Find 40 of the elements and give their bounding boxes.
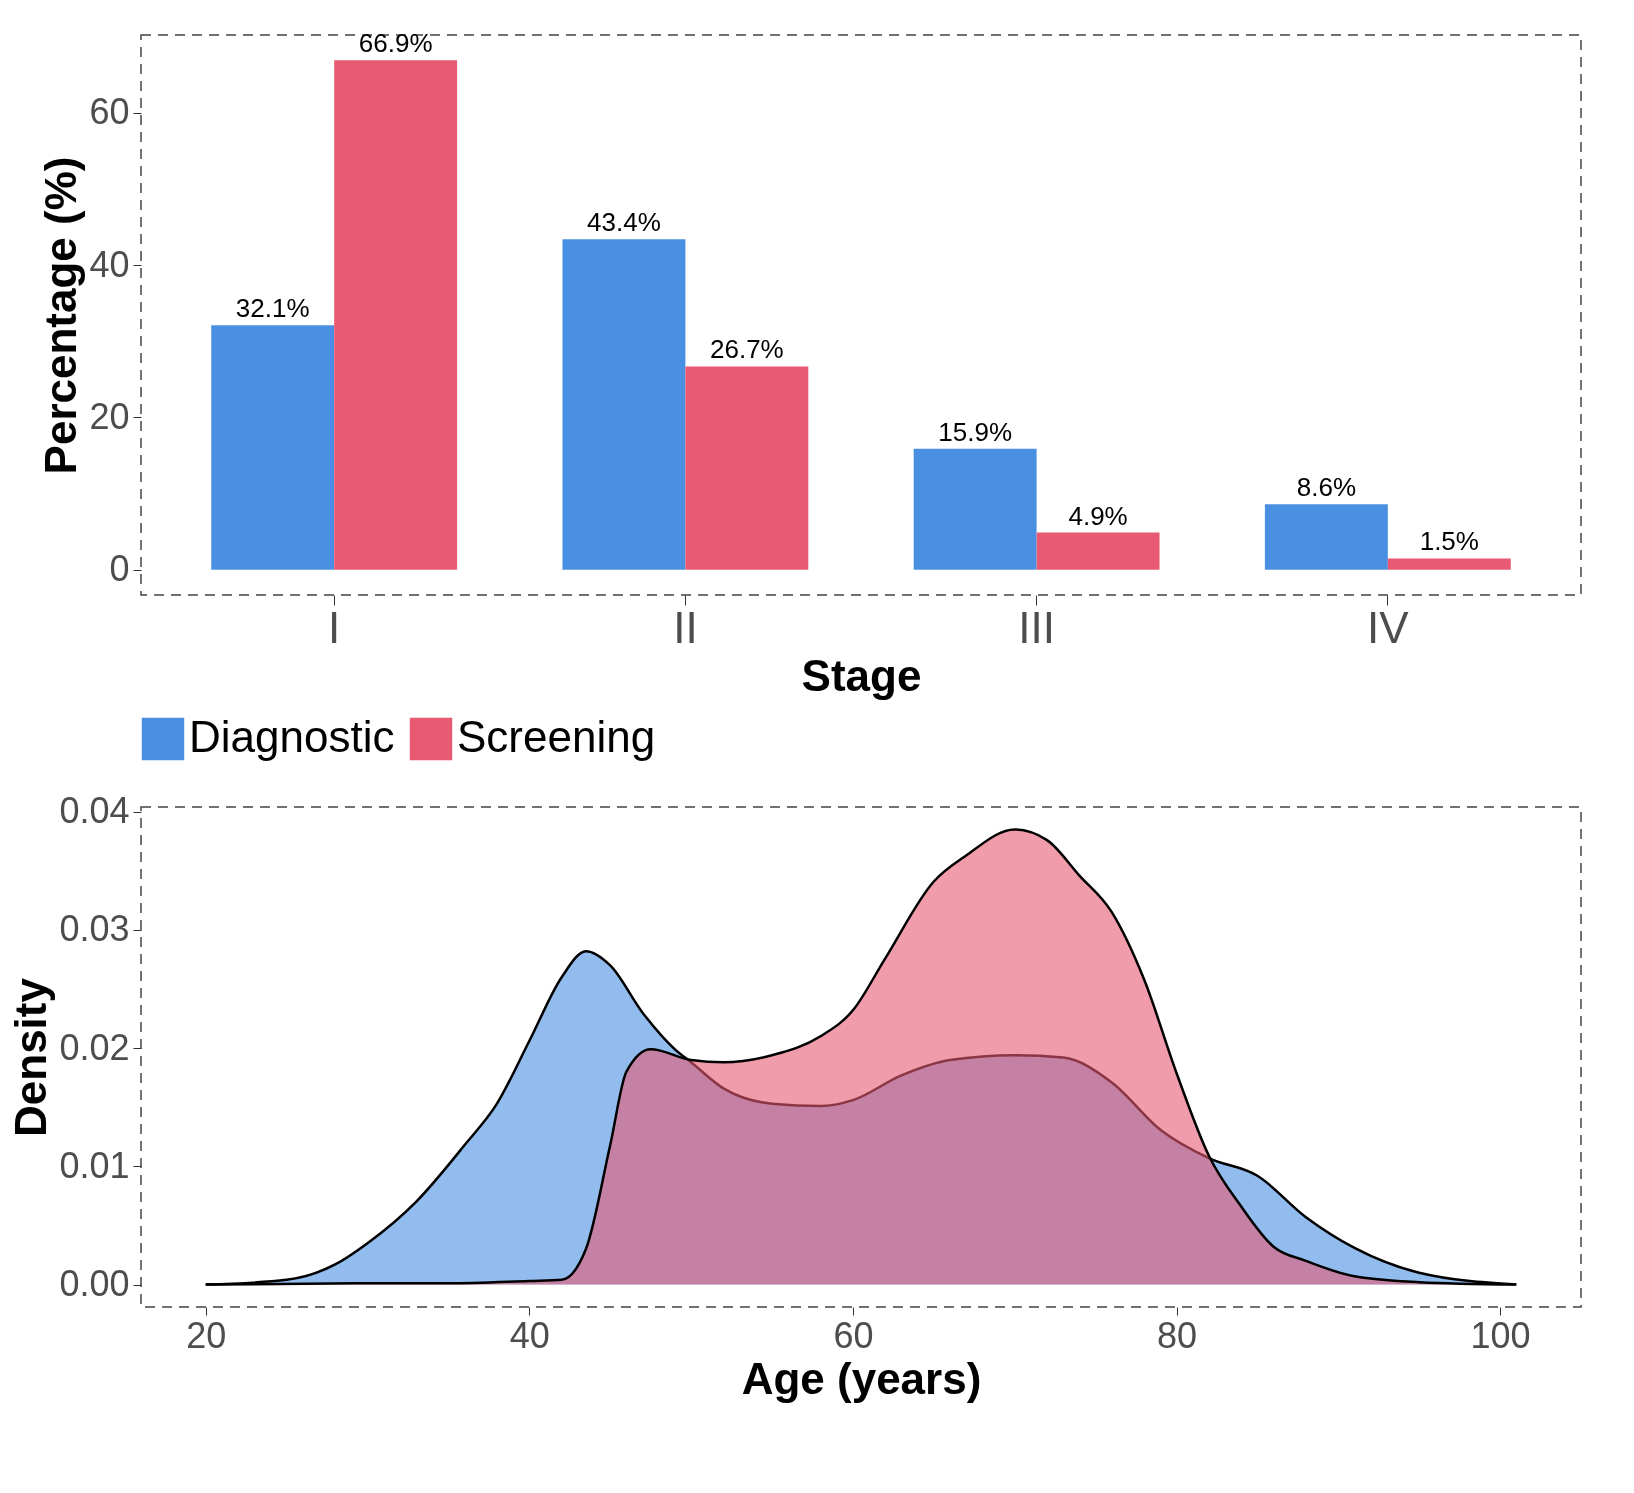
data-label: 32.1% <box>235 293 310 324</box>
y-tick-label: 40 <box>89 243 130 285</box>
x-tick-label: II <box>673 602 698 652</box>
y-axis-title: Percentage (%) <box>36 156 86 475</box>
data-label: 4.9% <box>1068 500 1128 531</box>
bar <box>211 325 335 570</box>
x-tick-label: I <box>328 602 341 652</box>
x-tick-label: 60 <box>833 1314 874 1356</box>
x-axis-title: Age (years) <box>741 1353 982 1403</box>
bar <box>1264 504 1388 570</box>
data-label: 8.6% <box>1296 472 1356 503</box>
x-tick-label: IV <box>1367 602 1410 652</box>
x-tick-label: 80 <box>1156 1314 1198 1356</box>
bar <box>913 448 1037 570</box>
y-tick-label: 0 <box>109 548 130 590</box>
x-tick-label: III <box>1018 602 1055 652</box>
y-tick-label: 0.02 <box>59 1026 130 1068</box>
y-tick-label: 60 <box>89 91 130 133</box>
data-label: 66.9% <box>358 28 433 59</box>
bar <box>562 239 686 570</box>
data-label: 43.4% <box>587 207 661 238</box>
y-tick-label: 0.00 <box>59 1263 130 1305</box>
x-axis-title: Stage <box>801 650 922 700</box>
bar <box>1387 558 1511 570</box>
legend-label: Screening <box>457 712 656 761</box>
legend-label: Diagnostic <box>189 712 395 761</box>
data-label: 1.5% <box>1419 526 1479 557</box>
x-tick-label: 20 <box>186 1314 227 1356</box>
x-tick-label: 40 <box>509 1314 550 1356</box>
y-tick-label: 0.01 <box>59 1144 130 1186</box>
data-label: 26.7% <box>709 334 784 365</box>
bar <box>685 366 809 570</box>
y-tick-label: 20 <box>89 395 130 437</box>
y-axis-title: Density <box>6 977 56 1137</box>
y-tick-label: 0.04 <box>59 790 130 832</box>
data-label: 15.9% <box>938 416 1013 447</box>
bar <box>1036 532 1160 570</box>
x-tick-label: 100 <box>1470 1314 1531 1356</box>
bar <box>334 60 458 570</box>
y-tick-label: 0.03 <box>59 908 130 950</box>
